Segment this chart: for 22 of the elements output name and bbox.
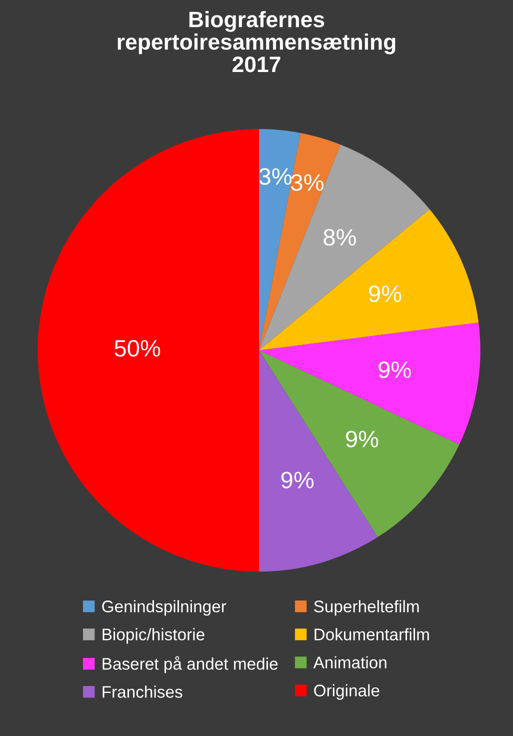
legend-label: Biopic/historie [102, 628, 204, 644]
pie-slice [38, 129, 260, 572]
legend-label: Animation [313, 656, 386, 668]
legend-label: Franchises [102, 686, 182, 698]
data-label: 9% [378, 361, 411, 378]
pie-slice [259, 209, 479, 350]
data-label: 8% [324, 228, 356, 246]
data-label: 3% [291, 174, 324, 191]
data-label: 50% [114, 340, 160, 357]
pie-slice [259, 350, 378, 572]
pie-slice [259, 144, 430, 350]
data-label: 9% [369, 285, 402, 302]
chart-title: Biografernes repertoiresammensætning 2017 [118, 11, 396, 72]
data-label: 9% [281, 472, 314, 488]
legend-label: Superheltefilm [314, 600, 419, 616]
legend-label: Genindspilninger [102, 600, 226, 616]
pie-slice [259, 350, 460, 538]
data-label: 9% [346, 430, 378, 448]
legend-label: Baseret på andet medie [102, 656, 278, 674]
legend-label: Dokumentarfilm [314, 628, 429, 640]
data-label: 3% [259, 168, 292, 185]
legend-label: Originale [314, 684, 380, 700]
